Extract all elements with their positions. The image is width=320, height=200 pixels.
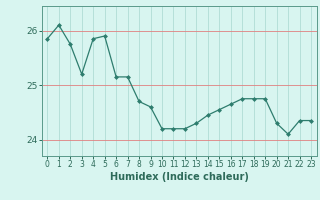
X-axis label: Humidex (Indice chaleur): Humidex (Indice chaleur) (110, 172, 249, 182)
